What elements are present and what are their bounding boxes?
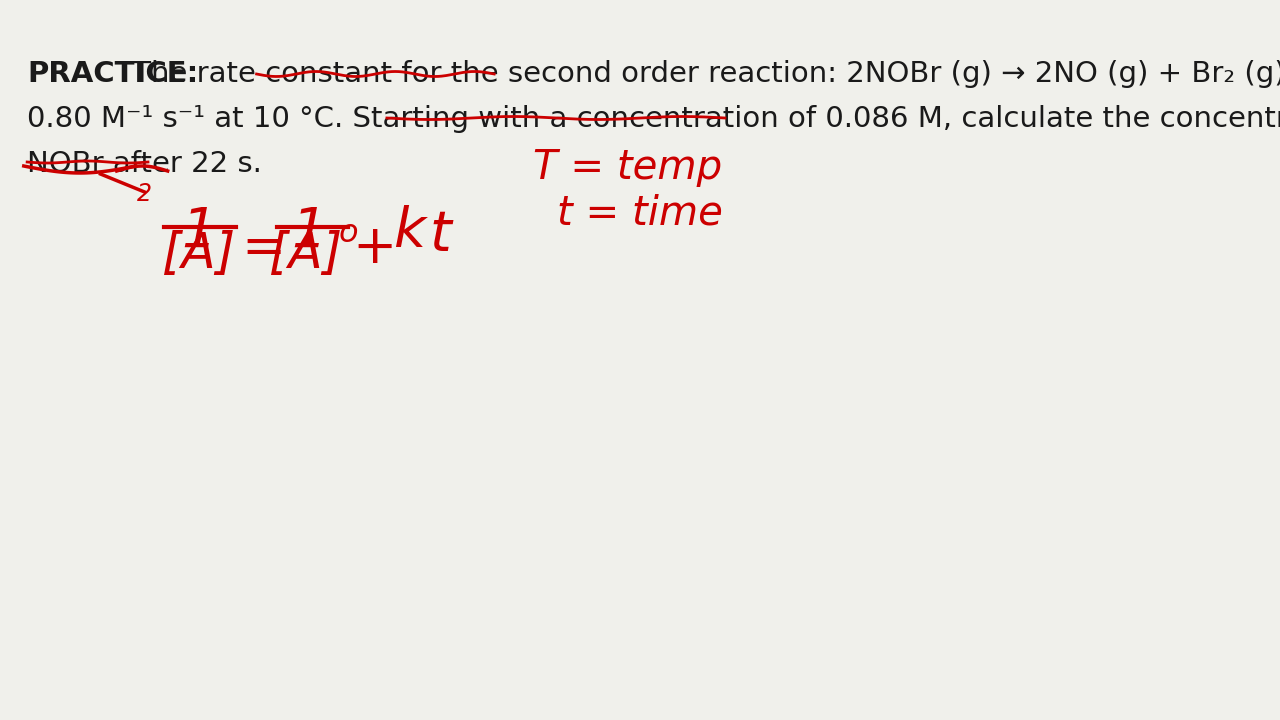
- Text: NOBr after 22 s.: NOBr after 22 s.: [27, 150, 262, 178]
- Text: t = time: t = time: [557, 193, 722, 232]
- Text: k: k: [393, 205, 425, 258]
- Text: [A]: [A]: [269, 230, 342, 278]
- Text: 2: 2: [137, 182, 151, 206]
- Text: 1: 1: [292, 205, 326, 258]
- Text: =: =: [241, 222, 285, 274]
- Text: [A]: [A]: [163, 230, 236, 278]
- Text: 0.80 M⁻¹ s⁻¹ at 10 °C. Starting with a concentration of 0.086 M, calculate the c: 0.80 M⁻¹ s⁻¹ at 10 °C. Starting with a c…: [27, 105, 1280, 133]
- Text: t: t: [429, 208, 451, 261]
- Text: T = temp: T = temp: [532, 148, 722, 187]
- Text: PRACTICE:: PRACTICE:: [27, 60, 198, 88]
- Text: o: o: [339, 218, 358, 249]
- Text: 1: 1: [182, 205, 216, 258]
- Text: +: +: [352, 222, 397, 274]
- Text: The rate constant for the second order reaction: 2NOBr (g) → 2NO (g) + Br₂ (g) i: The rate constant for the second order r…: [124, 60, 1280, 88]
